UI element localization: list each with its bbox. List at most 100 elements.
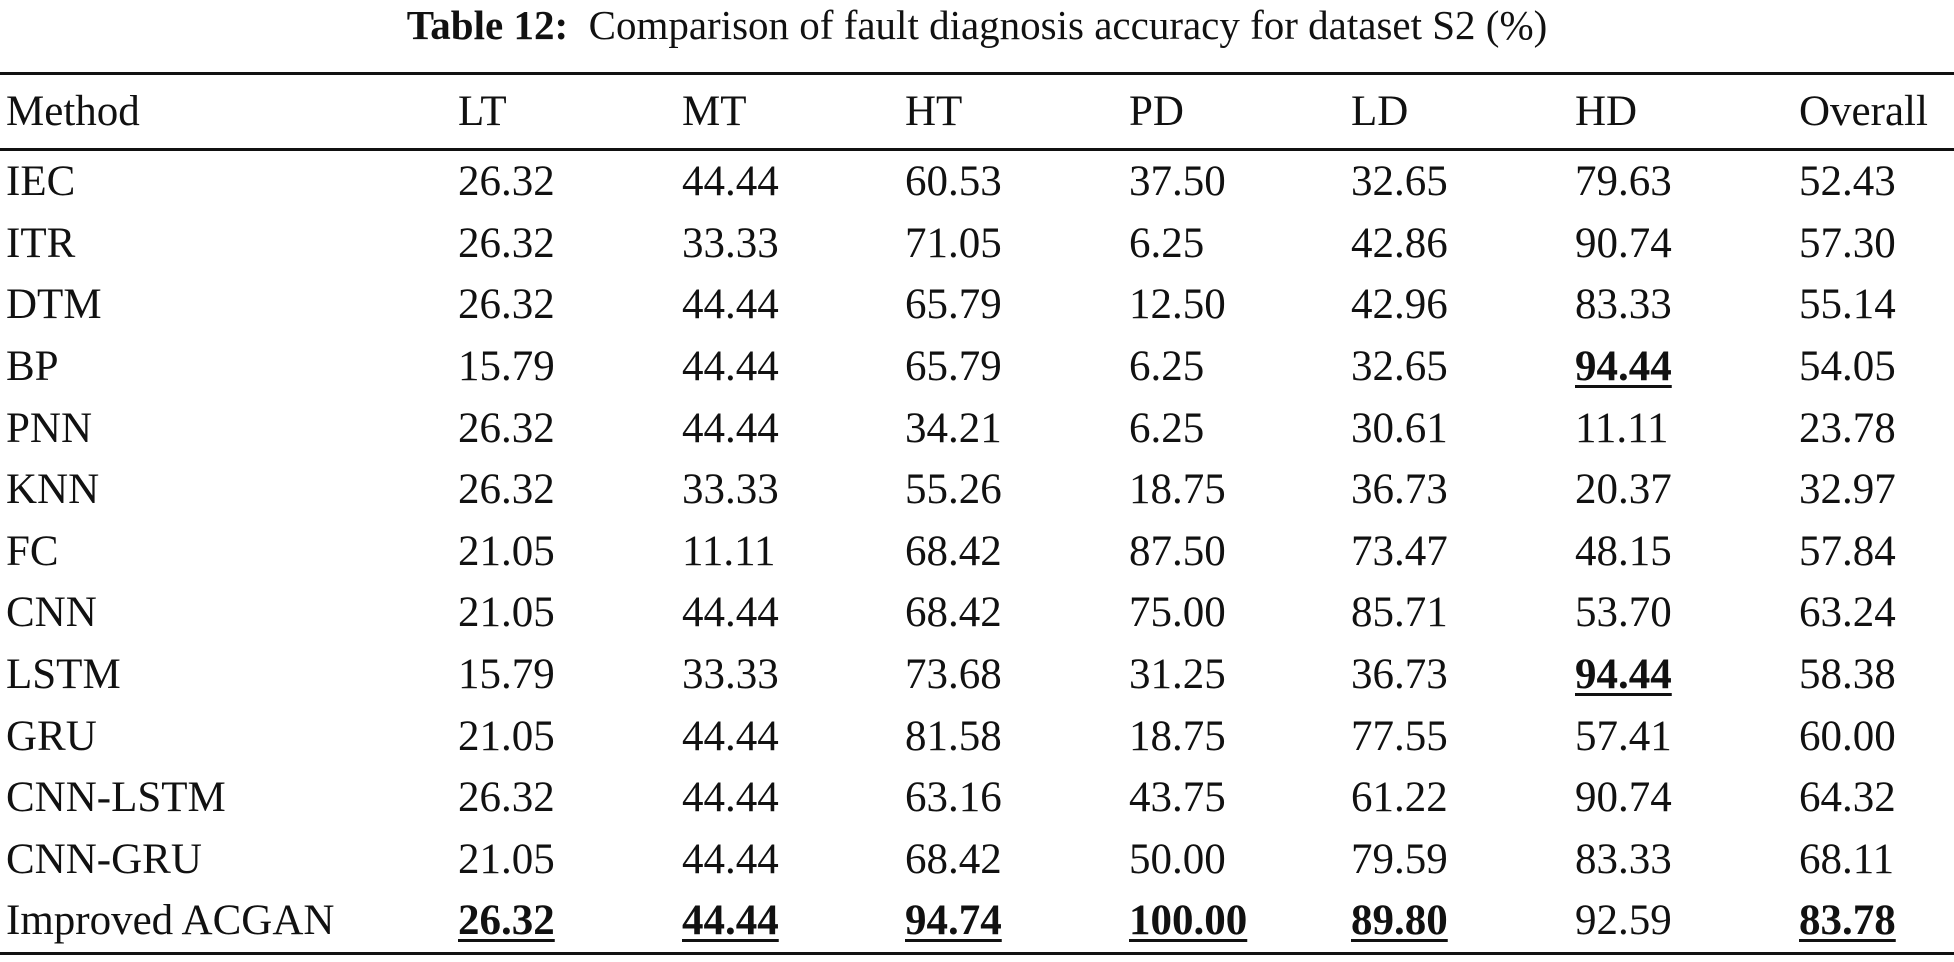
best-value: 100.00 [1129, 897, 1248, 945]
table-row: Improved ACGAN 26.32 44.44 94.74 100.00 89.80… [0, 890, 1954, 954]
cell-lt: 21.05 [458, 712, 555, 760]
cell-overall: 68.11 [1799, 835, 1895, 883]
cell-ht: 71.05 [905, 219, 1002, 267]
cell-method: CNN-LSTM [6, 774, 226, 822]
cell-ht: 68.42 [905, 527, 1002, 575]
column-header-hd: HD [1575, 88, 1638, 135]
cell-hd: 48.15 [1575, 527, 1672, 575]
cell-hd: 90.74 [1575, 219, 1672, 267]
table-caption: Table 12: Comparison of fault diagnosis … [0, 0, 1954, 62]
cell-ld: 36.73 [1351, 466, 1448, 514]
cell-hd: 57.41 [1575, 712, 1672, 760]
results-table: Method LT MT HT PD LD HD Overall IEC 26.3… [0, 72, 1954, 955]
cell-pd: 87.50 [1129, 527, 1226, 575]
cell-overall: 58.38 [1799, 651, 1896, 699]
column-header-mt: MT [682, 88, 747, 135]
cell-hd: 53.70 [1575, 589, 1672, 637]
table-row: DTM 26.32 44.44 65.79 12.50 42.96 83.33 55.14 [0, 274, 1954, 336]
cell-overall: 23.78 [1799, 404, 1896, 452]
cell-hd: 20.37 [1575, 466, 1672, 514]
cell-method: Improved ACGAN [6, 897, 335, 945]
table-caption-text: Comparison of fault diagnosis accuracy f… [588, 2, 1548, 48]
cell-mt: 44.44 [682, 343, 779, 391]
cell-lt: 21.05 [458, 589, 555, 637]
cell-method: PNN [6, 404, 93, 452]
cell-ht: 81.58 [905, 712, 1002, 760]
table-row: BP 15.79 44.44 65.79 6.25 32.65 94.44 54.05 [0, 336, 1954, 398]
cell-method: DTM [6, 281, 102, 329]
cell-method: GRU [6, 712, 97, 760]
cell-ht: 63.16 [905, 774, 1002, 822]
cell-hd: 11.11 [1575, 404, 1669, 452]
cell-method: CNN [6, 589, 97, 637]
cell-lt: 26.32 [458, 158, 555, 206]
table-row: LSTM 15.79 33.33 73.68 31.25 36.73 94.44 58.38 [0, 644, 1954, 706]
table-row: CNN-GRU 21.05 44.44 68.42 50.00 79.59 83.33 68.… [0, 829, 1954, 891]
cell-ld: 32.65 [1351, 158, 1448, 206]
column-header-pd: PD [1129, 88, 1184, 135]
cell-overall: 54.05 [1799, 343, 1896, 391]
cell-method: FC [6, 527, 59, 575]
cell-ld: 85.71 [1351, 589, 1448, 637]
cell-hd: 83.33 [1575, 281, 1672, 329]
table-row: CNN-LSTM 26.32 44.44 63.16 43.75 61.22 90.74 64… [0, 767, 1954, 829]
cell-mt: 44.44 [682, 835, 779, 883]
cell-pd: 75.00 [1129, 589, 1226, 637]
cell-mt: 44.44 [682, 589, 779, 637]
cell-overall: 57.30 [1799, 219, 1896, 267]
cell-pd: 31.25 [1129, 651, 1226, 699]
cell-pd: 18.75 [1129, 466, 1226, 514]
table-caption-label: Table 12: [406, 2, 569, 48]
table-row: FC 21.05 11.11 68.42 87.50 73.47 48.15 57.84 [0, 521, 1954, 583]
cell-pd: 6.25 [1129, 343, 1205, 391]
cell-overall: 60.00 [1799, 712, 1896, 760]
best-value: 94.44 [1575, 343, 1672, 391]
cell-lt: 26.32 [458, 466, 555, 514]
cell-ht: 68.42 [905, 589, 1002, 637]
cell-lt: 15.79 [458, 651, 555, 699]
cell-overall: 57.84 [1799, 527, 1896, 575]
cell-lt: 21.05 [458, 527, 555, 575]
cell-lt: 26.32 [458, 404, 555, 452]
cell-ld: 79.59 [1351, 835, 1448, 883]
cell-pd: 100.00 [1123, 890, 1345, 953]
cell-overall: 64.32 [1799, 774, 1896, 822]
table-body: IEC 26.32 44.44 60.53 37.50 32.65 79.63 52.43 IT… [0, 150, 1954, 954]
cell-ht: 73.68 [905, 651, 1002, 699]
best-value: 83.78 [1799, 897, 1896, 945]
cell-overall: 83.78 [1793, 890, 1954, 953]
cell-pd: 18.75 [1129, 712, 1226, 760]
cell-ht: 60.53 [905, 158, 1002, 206]
table-header: Method LT MT HT PD LD HD Overall [0, 73, 1954, 150]
best-value: 26.32 [458, 897, 555, 945]
cell-ld: 42.86 [1351, 219, 1448, 267]
cell-pd: 6.25 [1129, 404, 1205, 452]
cell-overall: 52.43 [1799, 158, 1896, 206]
table-row: IEC 26.32 44.44 60.53 37.50 32.65 79.63 52.43 [0, 150, 1954, 213]
column-header-ld: LD [1351, 88, 1409, 135]
cell-lt: 26.32 [458, 219, 555, 267]
cell-ld: 32.65 [1351, 343, 1448, 391]
cell-overall: 55.14 [1799, 281, 1896, 329]
cell-method: BP [6, 343, 59, 391]
column-header-ht: HT [905, 88, 963, 135]
table-row: ITR 26.32 33.33 71.05 6.25 42.86 90.74 57.30 [0, 213, 1954, 275]
best-value: 44.44 [682, 897, 779, 945]
cell-ld: 73.47 [1351, 527, 1448, 575]
column-header-overall: Overall [1799, 88, 1928, 135]
cell-hd: 94.44 [1569, 336, 1793, 398]
cell-pd: 37.50 [1129, 158, 1226, 206]
cell-mt: 44.44 [682, 774, 779, 822]
cell-pd: 50.00 [1129, 835, 1226, 883]
cell-ld: 61.22 [1351, 774, 1448, 822]
cell-mt: 44.44 [682, 712, 779, 760]
column-header-method: Method [6, 88, 140, 135]
cell-ld: 36.73 [1351, 651, 1448, 699]
table-row: GRU 21.05 44.44 81.58 18.75 77.55 57.41 60.00 [0, 705, 1954, 767]
best-value: 89.80 [1351, 897, 1448, 945]
cell-lt: 26.32 [458, 281, 555, 329]
cell-pd: 6.25 [1129, 219, 1205, 267]
cell-hd: 83.33 [1575, 835, 1672, 883]
cell-hd: 94.44 [1569, 644, 1793, 706]
cell-lt: 21.05 [458, 835, 555, 883]
